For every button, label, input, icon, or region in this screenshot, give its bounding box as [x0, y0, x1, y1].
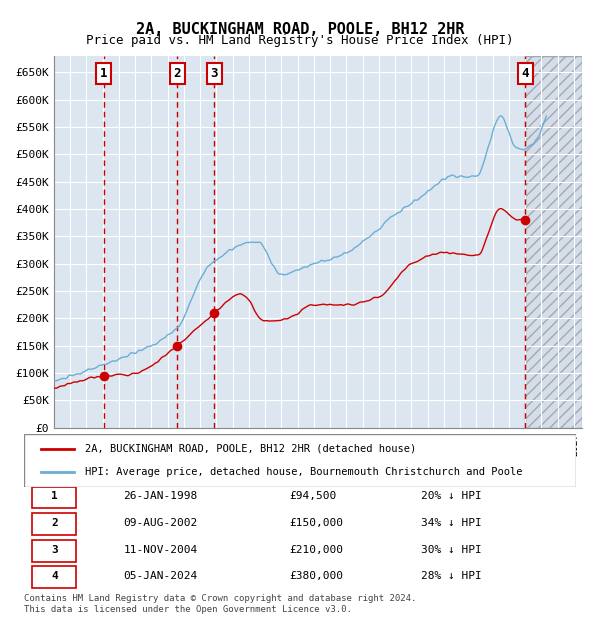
FancyBboxPatch shape	[32, 567, 76, 588]
Text: 4: 4	[51, 571, 58, 581]
Text: 30% ↓ HPI: 30% ↓ HPI	[421, 544, 482, 554]
Bar	[526, 56, 582, 428]
Text: 11-NOV-2004: 11-NOV-2004	[124, 544, 197, 554]
Text: 26-JAN-1998: 26-JAN-1998	[124, 492, 197, 502]
Text: £150,000: £150,000	[289, 518, 343, 528]
Bar	[526, 56, 582, 428]
FancyBboxPatch shape	[24, 434, 576, 487]
Text: HPI: Average price, detached house, Bournemouth Christchurch and Poole: HPI: Average price, detached house, Bour…	[85, 467, 522, 477]
Text: 2A, BUCKINGHAM ROAD, POOLE, BH12 2HR (detached house): 2A, BUCKINGHAM ROAD, POOLE, BH12 2HR (de…	[85, 444, 416, 454]
FancyBboxPatch shape	[32, 540, 76, 562]
Text: 09-AUG-2002: 09-AUG-2002	[124, 518, 197, 528]
Text: 3: 3	[51, 544, 58, 554]
FancyBboxPatch shape	[32, 513, 76, 535]
Text: 05-JAN-2024: 05-JAN-2024	[124, 571, 197, 581]
Text: 2: 2	[51, 518, 58, 528]
Text: 20% ↓ HPI: 20% ↓ HPI	[421, 492, 482, 502]
Text: £210,000: £210,000	[289, 544, 343, 554]
Text: 2: 2	[174, 67, 181, 80]
Text: 3: 3	[211, 67, 218, 80]
Text: 1: 1	[100, 67, 107, 80]
Text: 28% ↓ HPI: 28% ↓ HPI	[421, 571, 482, 581]
Text: £94,500: £94,500	[289, 492, 336, 502]
Text: 1: 1	[51, 492, 58, 502]
Text: Contains HM Land Registry data © Crown copyright and database right 2024.
This d: Contains HM Land Registry data © Crown c…	[24, 595, 416, 614]
Text: £380,000: £380,000	[289, 571, 343, 581]
Text: Price paid vs. HM Land Registry's House Price Index (HPI): Price paid vs. HM Land Registry's House …	[86, 34, 514, 47]
Text: 34% ↓ HPI: 34% ↓ HPI	[421, 518, 482, 528]
Text: 2A, BUCKINGHAM ROAD, POOLE, BH12 2HR: 2A, BUCKINGHAM ROAD, POOLE, BH12 2HR	[136, 22, 464, 37]
FancyBboxPatch shape	[32, 487, 76, 508]
Text: 4: 4	[522, 67, 529, 80]
